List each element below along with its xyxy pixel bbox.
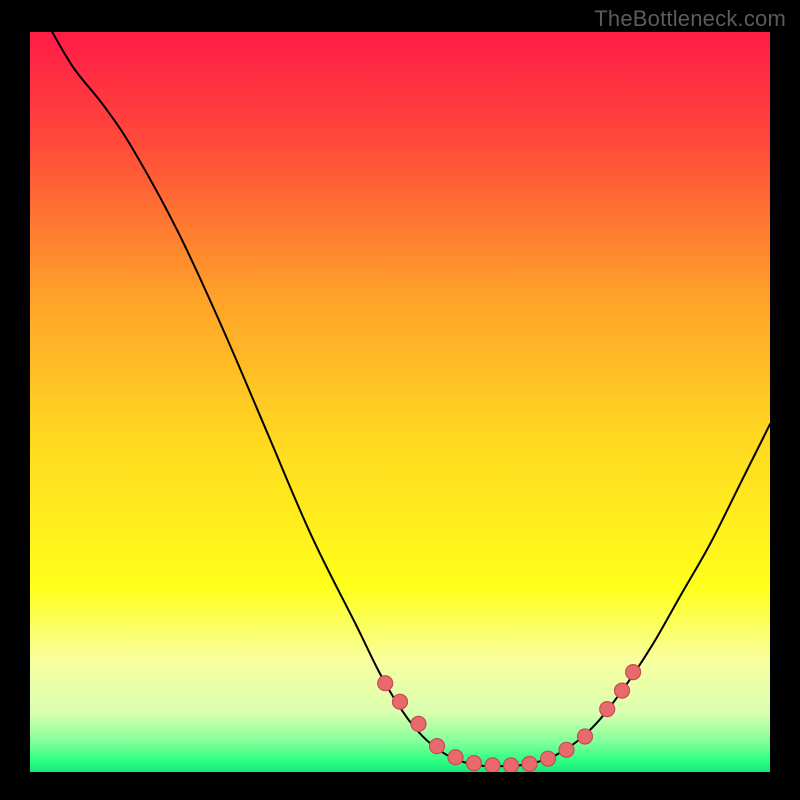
chart-background [30, 32, 770, 772]
data-marker [504, 758, 519, 772]
data-marker [559, 742, 574, 757]
bottleneck-chart [30, 32, 770, 772]
data-marker [467, 756, 482, 771]
watermark-text: TheBottleneck.com [594, 6, 786, 32]
data-marker [378, 676, 393, 691]
data-marker [485, 758, 500, 772]
data-marker [626, 665, 641, 680]
data-marker [393, 694, 408, 709]
data-marker [522, 756, 537, 771]
chart-svg [30, 32, 770, 772]
data-marker [615, 683, 630, 698]
data-marker [448, 750, 463, 765]
data-marker [600, 702, 615, 717]
data-marker [411, 716, 426, 731]
data-marker [541, 751, 556, 766]
data-marker [430, 739, 445, 754]
data-marker [578, 729, 593, 744]
